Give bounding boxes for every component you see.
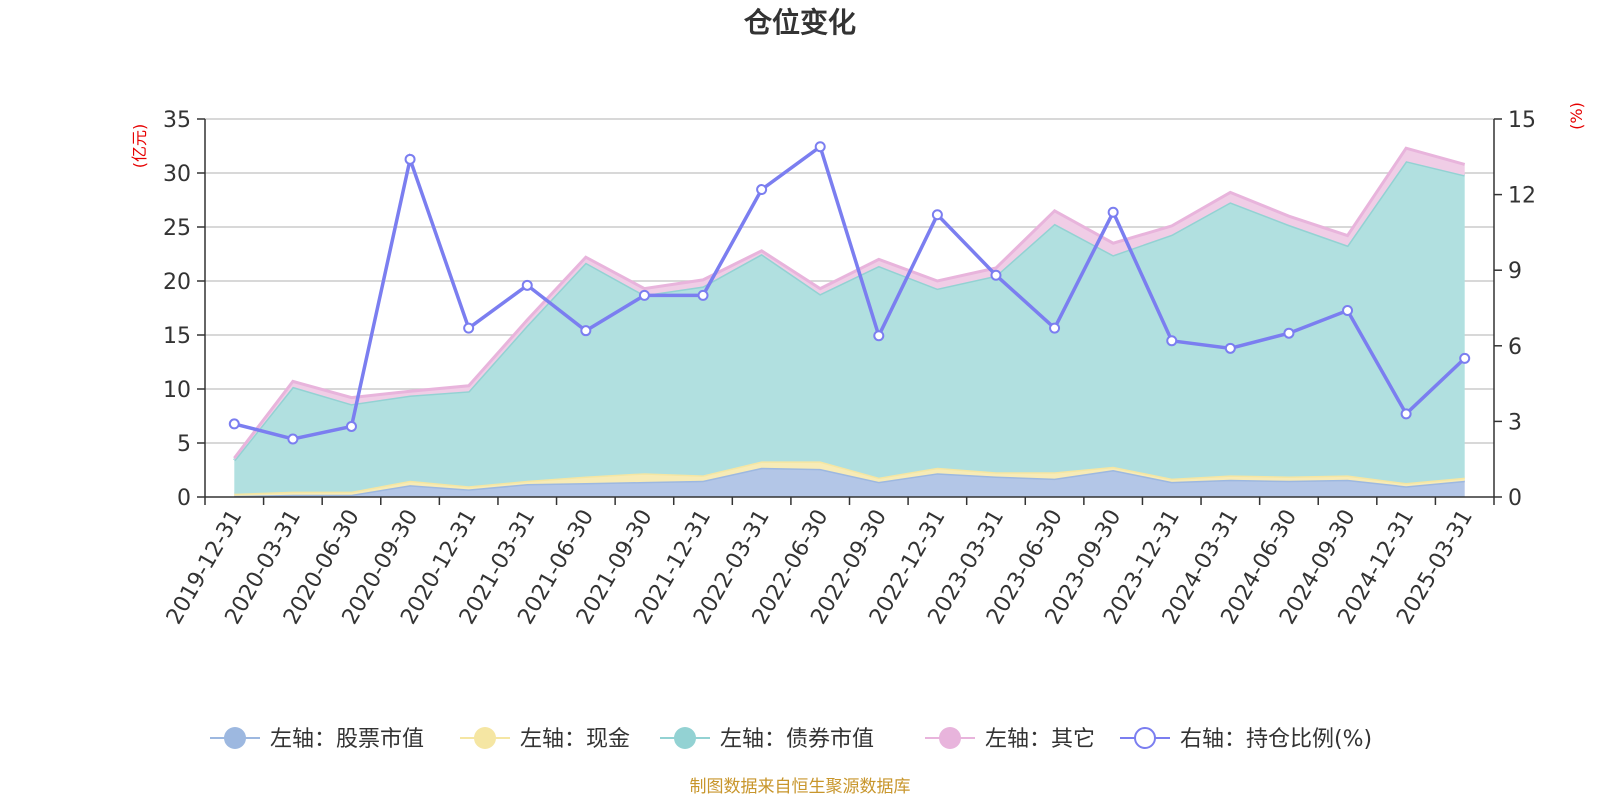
right-axis-tick-label: 15 xyxy=(1508,108,1536,133)
left-axis-tick-label: 15 xyxy=(163,324,191,349)
ratio-point xyxy=(814,141,826,153)
right-axis-unit: (%) xyxy=(1567,102,1586,130)
right-axis-tick-label: 6 xyxy=(1508,335,1522,360)
left-axis-tick-label: 20 xyxy=(163,270,191,295)
right-axis-tick-label: 0 xyxy=(1508,486,1522,511)
legend-label: 左轴：其它 xyxy=(985,727,1095,752)
ratio-point xyxy=(931,209,943,221)
ratio-point xyxy=(1342,305,1354,317)
legend-label: 左轴：现金 xyxy=(520,727,630,752)
ratio-point xyxy=(1459,352,1471,364)
legend-swatch-marker xyxy=(674,727,696,749)
ratio-point xyxy=(638,289,650,301)
ratio-point xyxy=(463,322,475,334)
legend-swatch-marker xyxy=(474,727,496,749)
right-axis-tick-label: 12 xyxy=(1508,184,1536,209)
ratio-point xyxy=(404,153,416,165)
stacked-areas xyxy=(233,146,1466,498)
right-axis-tick-label: 9 xyxy=(1508,259,1522,284)
ratio-point xyxy=(990,269,1002,281)
right-axis-tick-label: 3 xyxy=(1508,410,1522,435)
legend: 左轴：股票市值 左轴：现金 左轴：债券市值 左轴：其它 右轴：持仓比例(%) xyxy=(210,727,1372,752)
ratio-point xyxy=(1107,206,1119,218)
legend-swatch-marker xyxy=(224,727,246,749)
left-axis-unit: (亿元) xyxy=(130,124,149,169)
ratio-point xyxy=(873,330,885,342)
stacked-area xyxy=(234,161,1465,494)
left-axis-tick-label: 25 xyxy=(163,216,191,241)
ratio-point xyxy=(697,289,709,301)
ratio-point xyxy=(1166,335,1178,347)
ratio-point xyxy=(1283,327,1295,339)
stacked-area xyxy=(234,467,1465,497)
left-axis-tick-label: 30 xyxy=(163,162,191,187)
ratio-point xyxy=(580,325,592,337)
stacked-area xyxy=(234,461,1465,496)
legend-label: 左轴：股票市值 xyxy=(270,727,424,752)
ratio-point xyxy=(521,279,533,291)
legend-swatch-marker xyxy=(939,727,961,749)
ratio-point xyxy=(228,418,240,430)
chart-title: 仓位变化 xyxy=(744,6,856,39)
legend-label: 左轴：债券市值 xyxy=(720,727,874,752)
left-axis-tick-label: 10 xyxy=(163,378,191,403)
ratio-line xyxy=(228,141,1471,445)
legend-swatch-marker xyxy=(1134,727,1156,749)
ratio-point xyxy=(345,420,357,432)
ratio-line-path xyxy=(233,143,1466,441)
ratio-point xyxy=(1400,408,1412,420)
left-axis-tick-label: 0 xyxy=(177,486,191,511)
ratio-point xyxy=(1049,322,1061,334)
legend-label: 右轴：持仓比例(%) xyxy=(1180,727,1372,752)
data-source-note: 制图数据来自恒生聚源数据库 xyxy=(690,777,911,797)
left-axis-tick-label: 35 xyxy=(163,108,191,133)
ratio-point xyxy=(287,433,299,445)
ratio-point xyxy=(756,184,768,196)
stacked-area-edge xyxy=(233,146,1466,460)
ratio-point xyxy=(1224,342,1236,354)
left-axis-tick-label: 5 xyxy=(177,432,191,457)
